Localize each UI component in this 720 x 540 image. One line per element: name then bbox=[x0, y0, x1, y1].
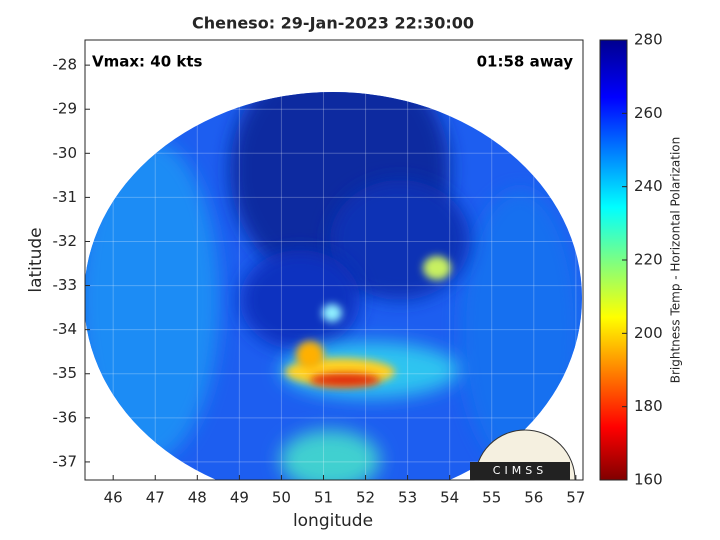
x-tick-label: 46 bbox=[104, 489, 123, 507]
y-tick-label: -32 bbox=[53, 232, 78, 250]
y-axis-label: latitude bbox=[26, 227, 46, 292]
brightness-image bbox=[85, 92, 582, 480]
annotation: Vmax: 40 kts bbox=[92, 53, 202, 71]
logo: CIMSS bbox=[470, 429, 576, 481]
y-tick-label: -36 bbox=[53, 408, 78, 426]
colorbar-tick-label: 260 bbox=[634, 104, 663, 122]
x-tick-label: 51 bbox=[314, 489, 333, 507]
x-tick-label: 52 bbox=[356, 489, 375, 507]
chart-title: Cheneso: 29-Jan-2023 22:30:00 bbox=[192, 14, 474, 33]
y-tick-label: -33 bbox=[53, 276, 78, 294]
colorbar-tick-label: 180 bbox=[634, 397, 663, 415]
y-tick-label: -35 bbox=[53, 364, 78, 382]
annotation: 01:58 away bbox=[477, 53, 574, 71]
image-features bbox=[85, 92, 580, 480]
y-tick-label: -34 bbox=[53, 320, 78, 338]
colorbar-tick-label: 280 bbox=[634, 31, 663, 49]
colorbar-tick-label: 200 bbox=[634, 324, 663, 342]
x-tick-label: 50 bbox=[272, 489, 291, 507]
colorbar-label: Brightness Temp - Horizontal Polarizatio… bbox=[669, 137, 683, 384]
x-tick-label: 54 bbox=[440, 489, 459, 507]
y-tick-label: -31 bbox=[53, 188, 78, 206]
y-tick-label: -30 bbox=[53, 144, 78, 162]
y-tick-label: -37 bbox=[53, 452, 78, 470]
colorbar-tick-label: 220 bbox=[634, 251, 663, 269]
x-tick-label: 53 bbox=[398, 489, 417, 507]
colorbar-tick-label: 240 bbox=[634, 177, 663, 195]
x-tick-label: 57 bbox=[566, 489, 585, 507]
y-tick-label: -29 bbox=[53, 100, 78, 118]
colorbar-tick-label: 160 bbox=[634, 471, 663, 489]
logo-text: CIMSS bbox=[493, 464, 547, 477]
x-tick-label: 56 bbox=[524, 489, 543, 507]
x-tick-label: 55 bbox=[482, 489, 501, 507]
axes-frame bbox=[84, 39, 584, 481]
x-axis-label: longitude bbox=[293, 511, 373, 531]
grid bbox=[85, 40, 583, 480]
x-tick-label: 48 bbox=[188, 489, 207, 507]
y-tick-label: -28 bbox=[53, 56, 78, 74]
x-tick-label: 49 bbox=[230, 489, 249, 507]
x-tick-label: 47 bbox=[146, 489, 165, 507]
